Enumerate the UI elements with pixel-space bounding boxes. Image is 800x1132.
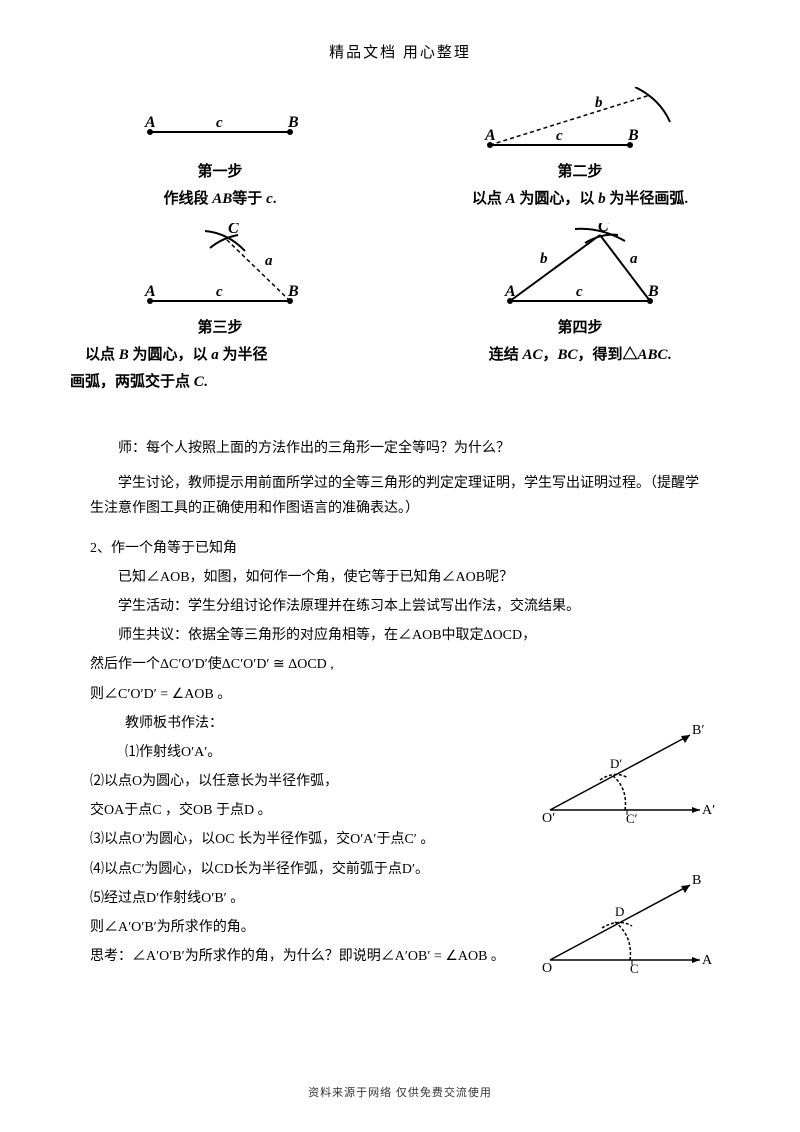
p13: ⑶以点O′为圆心，以OC 长为半径作弧，交O′A′于点C′ 。 [90, 827, 710, 852]
svg-text:O′: O′ [542, 811, 555, 826]
angle-diagram: O A B C D [530, 870, 720, 980]
svg-text:a: a [265, 253, 273, 269]
step1-figure: A B c [120, 87, 320, 157]
step1-label: 第一步 [60, 159, 380, 186]
svg-text:a: a [630, 251, 638, 267]
step-4: A B c b a C 第四步 连结 AC，BC，得到△ABC. [420, 223, 740, 396]
page-footer: 资料来源于网络 仅供免费交流使用 [0, 1084, 800, 1104]
svg-text:O: O [542, 961, 552, 976]
p2: 学生讨论，教师提示用前面所学过的全等三角形的判定定理证明，学生写出证明过程。（提… [90, 471, 710, 521]
p8: 则∠C′O′D′ = ∠AOB 。 [90, 682, 710, 707]
svg-text:B: B [627, 127, 639, 144]
step2-desc: 以点 A 为圆心，以 b 为半径画弧. [420, 186, 740, 213]
svg-text:A′: A′ [702, 803, 715, 818]
svg-text:D′: D′ [610, 756, 622, 771]
p7: 然后作一个ΔC′O′D′使ΔC′O′D′ ≅ ΔOCD , [90, 652, 710, 677]
p5: 学生活动：学生分组讨论作法原理并在练习本上尝试写出作法，交流结果。 [90, 594, 710, 619]
svg-text:A: A [484, 127, 496, 144]
step3-figure: A B c a C [110, 223, 330, 313]
step-2: A B c b 第二步 以点 A 为圆心，以 b 为半径画弧. [420, 87, 740, 213]
svg-text:A: A [144, 114, 156, 131]
svg-text:B: B [287, 283, 299, 300]
svg-text:b: b [540, 251, 548, 267]
step2-figure: A B c b [450, 87, 710, 157]
steps-grid: A B c 第一步 作线段 AB等于 c. A B c b 第二步 以点 A 为… [0, 67, 800, 396]
p1: 师：每个人按照上面的方法作出的三角形一定全等吗？为什么？ [90, 436, 710, 461]
svg-text:C: C [598, 223, 609, 235]
svg-text:C: C [228, 223, 239, 237]
svg-text:A: A [702, 953, 713, 968]
svg-text:c: c [556, 128, 563, 144]
p3: 2、作一个角等于已知角 [90, 536, 710, 561]
svg-text:c: c [576, 284, 583, 300]
svg-text:A: A [144, 283, 156, 300]
svg-text:C: C [630, 961, 639, 976]
step3-label: 第三步 [60, 315, 380, 342]
svg-text:c: c [216, 284, 223, 300]
p4: 已知∠AOB，如图，如何作一个角，使它等于已知角∠AOB呢？ [90, 565, 710, 590]
svg-text:D: D [615, 904, 624, 919]
svg-text:B: B [647, 283, 659, 300]
svg-text:b: b [595, 95, 603, 111]
svg-text:B: B [287, 114, 299, 131]
step-3: A B c a C 第三步 以点 B 为圆心，以 a 为半径 画弧，两弧交于点 … [60, 223, 380, 396]
step-1: A B c 第一步 作线段 AB等于 c. [60, 87, 380, 213]
step3-desc: 以点 B 为圆心，以 a 为半径 画弧，两弧交于点 C. [60, 342, 380, 396]
p6: 师生共议：依据全等三角形的对应角相等，在∠AOB中取定ΔOCD， [90, 623, 710, 648]
svg-text:B: B [692, 873, 701, 888]
step2-label: 第二步 [420, 159, 740, 186]
step4-desc: 连结 AC，BC，得到△ABC. [420, 342, 740, 369]
svg-text:C′: C′ [626, 811, 638, 826]
angle-diagram-prime: O′ A′ B′ C′ D′ [530, 720, 720, 830]
page-header: 精品文档 用心整理 [0, 0, 800, 67]
step4-label: 第四步 [420, 315, 740, 342]
step1-desc: 作线段 AB等于 c. [60, 186, 380, 213]
step4-figure: A B c b a C [470, 223, 690, 313]
svg-text:c: c [216, 115, 223, 131]
svg-text:A: A [504, 283, 516, 300]
svg-text:B′: B′ [692, 723, 704, 738]
